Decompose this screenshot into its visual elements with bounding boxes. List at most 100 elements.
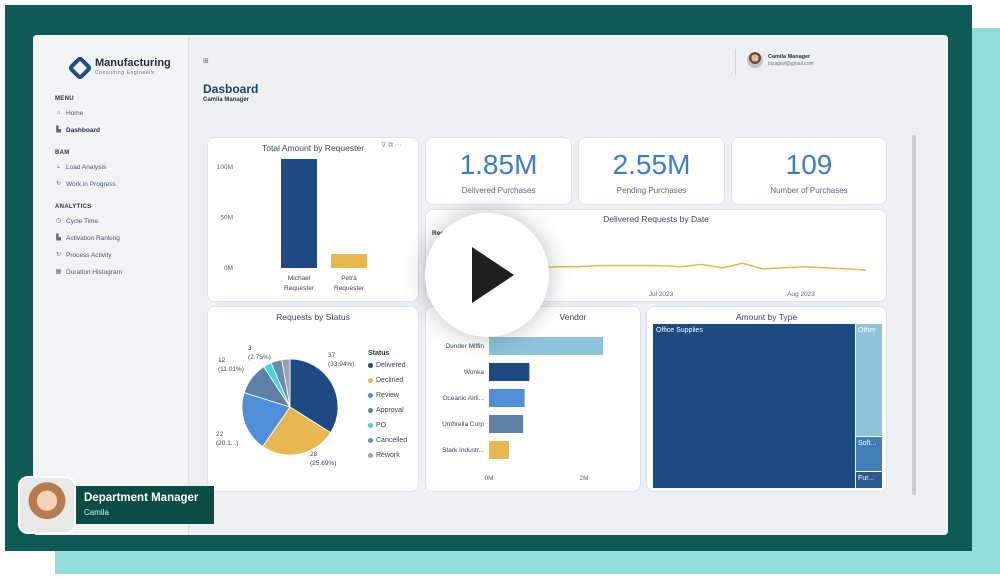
legend-title: Status — [368, 350, 390, 357]
treemap-label: Office Supplies — [656, 327, 703, 334]
bar[interactable] — [489, 441, 509, 459]
sidebar-item-load-analysis[interactable]: ⦣ Load Analysis — [55, 164, 106, 171]
pie-pct-label: (20.1...) — [216, 440, 239, 447]
legend-swatch — [368, 408, 373, 413]
sidebar-item-label: Duration Histogram — [66, 269, 122, 276]
user-email: bizagiwl@gmail.com — [768, 61, 814, 67]
horizontal-bar-chart: Dunder Miffin Wonka Oceanic Airli... Umbrel… — [442, 337, 603, 482]
x-tick-label: Jul 2023 — [649, 291, 674, 298]
progress-icon: ↻ — [55, 181, 62, 187]
legend-swatch — [368, 423, 373, 428]
bar[interactable] — [489, 363, 530, 381]
chart-title: Delivered Requests by Date — [603, 214, 709, 224]
brand-subtitle: Consulting Engineers — [95, 70, 155, 76]
legend-item[interactable]: Cancelled — [368, 437, 407, 444]
sidebar-toggle-icon[interactable]: ⊞ — [203, 58, 209, 65]
sidebar-item-label: Activation Ranking — [66, 235, 120, 242]
kpi-label: Delivered Purchases — [461, 186, 536, 195]
legend-swatch — [368, 378, 373, 383]
user-name: Camila Manager — [768, 54, 811, 60]
sidebar-item-label: Home — [66, 110, 84, 117]
x-tick-label: 0M — [484, 475, 493, 482]
pie-data-label: 37 — [328, 352, 336, 359]
kpi-card-number[interactable]: 109 Number of Purchases — [731, 137, 887, 205]
presenter-avatar — [18, 476, 76, 534]
pie-pct-label: (11.01%) — [218, 366, 244, 373]
sidebar-item-home[interactable]: ⌂ Home — [55, 110, 84, 117]
chart-card-by-vendor[interactable]: Vendor Dunder Miffin Wonka Oceanic Airli..… — [425, 306, 641, 492]
pie-pct-label: (33.94%) — [328, 361, 355, 368]
pie-slice[interactable] — [262, 406, 332, 456]
legend-item[interactable]: Declined — [368, 377, 403, 384]
legend-item[interactable]: Delivered — [368, 362, 406, 369]
home-icon: ⌂ — [56, 110, 61, 116]
legend-label: Cancelled — [376, 437, 408, 444]
treemap-label: Soft... — [858, 440, 877, 447]
legend-label: Rework — [376, 452, 400, 459]
legend-label: Review — [376, 392, 399, 399]
chart-card-requests-by-status[interactable]: Requests by Status 37 (33.94%) 28 (25.69%) 2… — [207, 306, 419, 492]
legend-label: Declined — [376, 377, 404, 384]
legend-label: PO — [376, 422, 387, 429]
presenter-lower-third: Department Manager Camila — [18, 476, 214, 534]
x-tick-label: Petra — [341, 275, 357, 282]
treemap-tile-other[interactable]: Other — [856, 324, 882, 436]
chart-card-amount-by-type[interactable]: Amount by Type Office Supplies Other Sof… — [646, 306, 887, 492]
x-tick-label: Michael — [288, 275, 311, 282]
legend-item[interactable]: Approval — [368, 407, 404, 414]
y-tick-label: 100M — [217, 164, 233, 171]
legend-swatch — [368, 438, 373, 443]
pie-pct-label: (25.69%) — [310, 460, 337, 467]
sidebar-item-dashboard[interactable]: ▙ Dashboard — [55, 127, 100, 134]
legend-label: Delivered — [376, 362, 406, 369]
legend-item[interactable]: PO — [368, 422, 386, 429]
activity-icon: ↻ — [55, 252, 62, 258]
kpi-value: 2.55M — [612, 149, 691, 180]
sidebar-item-work-in-progress[interactable]: ↻ Work in Progress — [55, 181, 116, 188]
pie-data-label: 12 — [218, 357, 226, 364]
sidebar-item-process-activity[interactable]: ↻ Process Activity — [55, 252, 112, 259]
more-icon[interactable]: ⋯ — [395, 142, 402, 149]
line-chart-icon: ⦣ — [56, 164, 61, 170]
sidebar-item-duration-histogram[interactable]: ▦ Duration Histogram — [55, 269, 122, 276]
bar[interactable] — [331, 254, 367, 268]
play-button[interactable] — [425, 213, 549, 337]
sidebar-item-cycle-time[interactable]: ◷ Cycle Time — [55, 218, 98, 225]
pie-slice[interactable] — [241, 392, 291, 448]
treemap-tile-soft[interactable]: Soft... — [856, 437, 882, 471]
bar[interactable] — [489, 389, 525, 407]
y-tick-label: Wonka — [464, 369, 484, 376]
avatar[interactable] — [747, 52, 763, 68]
bar[interactable] — [489, 415, 524, 433]
presenter-bar: Department Manager Camila — [76, 486, 214, 524]
sidebar-item-label: Load Analysis — [66, 164, 107, 171]
legend-swatch — [368, 453, 373, 458]
chart-title: Total Amount by Requester — [261, 143, 365, 153]
treemap-tile-furniture[interactable]: Fur... — [856, 472, 882, 488]
pie-data-label: 28 — [310, 451, 318, 458]
pie-data-label: 22 — [216, 431, 224, 438]
expand-icon[interactable]: ⧉ — [388, 142, 394, 149]
treemap-tile-office-supplies[interactable]: Office Supplies — [653, 324, 855, 488]
filter-icon[interactable]: ⊽ — [380, 142, 387, 149]
legend-label: Approval — [376, 407, 404, 414]
nav-section-menu: MENU — [55, 96, 74, 102]
brand-logo[interactable]: Manufacturing Consulting Engineers — [67, 55, 171, 81]
y-tick-label: Dunder Miffin — [445, 343, 484, 350]
kpi-card-delivered[interactable]: 1.85M Delivered Purchases — [425, 137, 572, 205]
chart-card-amount-by-requester[interactable]: Total Amount by Requester ⊽ ⧉ ⋯ 100M 50M 0… — [207, 137, 419, 302]
sidebar-item-activation-ranking[interactable]: ▙ Activation Ranking — [55, 235, 120, 242]
brand-title: Manufacturing — [95, 57, 171, 69]
kpi-card-pending[interactable]: 2.55M Pending Purchases — [578, 137, 725, 205]
scrollbar[interactable] — [912, 135, 916, 495]
logo-mark-icon — [67, 55, 93, 81]
sidebar-item-label: Process Activity — [66, 252, 112, 259]
dashboard-screen: Manufacturing Consulting Engineers MENU … — [33, 35, 948, 535]
pie-slice[interactable] — [281, 358, 291, 408]
legend-item[interactable]: Rework — [368, 452, 400, 459]
histogram-icon: ▦ — [55, 269, 62, 275]
play-icon — [472, 247, 514, 303]
legend-item[interactable]: Review — [368, 392, 399, 399]
bar[interactable] — [281, 159, 317, 268]
bar[interactable] — [489, 337, 603, 355]
